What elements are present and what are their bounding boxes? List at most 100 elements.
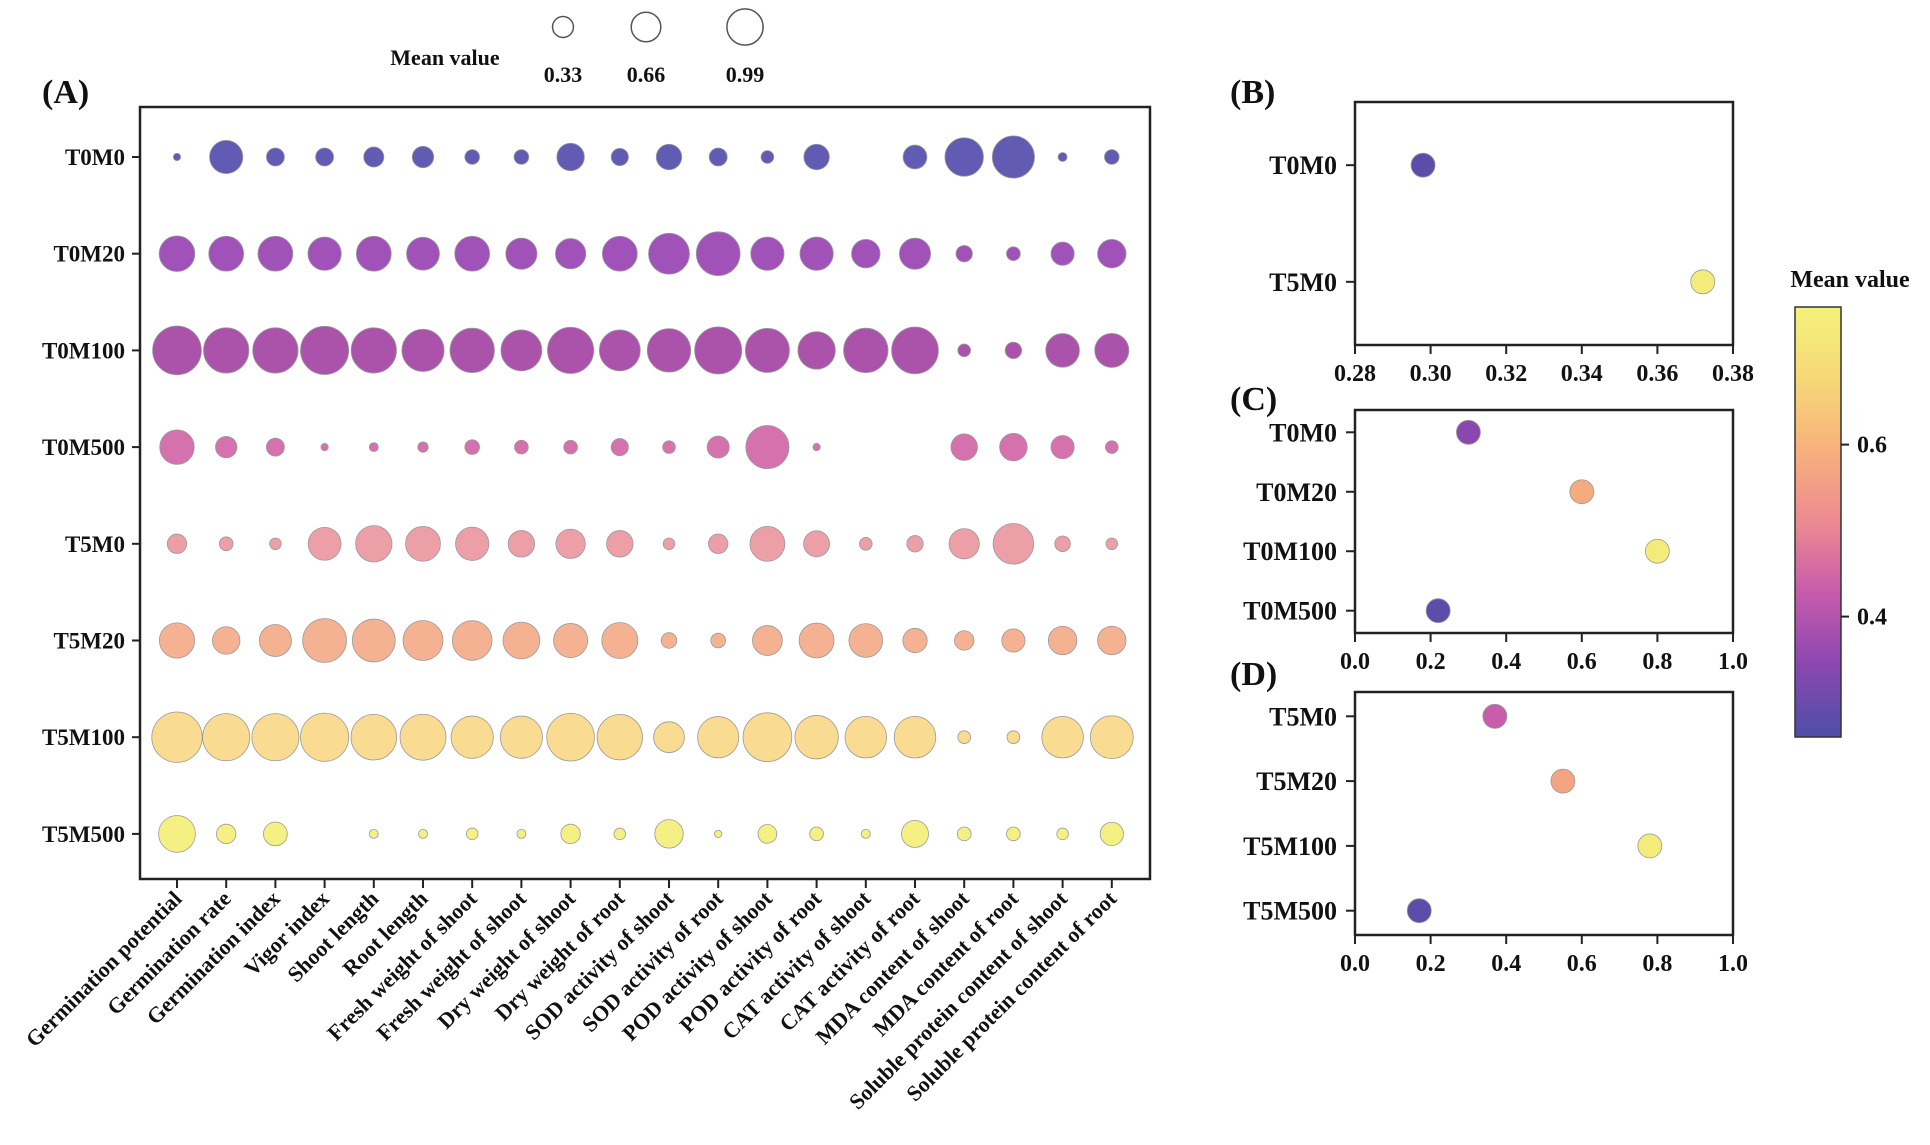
panel-a-bubble [954,630,975,651]
panel-a-bubble [1050,241,1075,266]
scatter-point [1569,479,1595,505]
panel-a-bubble [596,714,643,761]
xtick-label: 0.8 [1642,951,1672,977]
panel-a-bubble [1050,435,1075,460]
xtick-label: 0.30 [1410,361,1452,387]
panel-a-bubble [957,343,971,358]
colorbar-tick-label: 0.4 [1857,605,1887,631]
panel-a-bubble [300,712,350,762]
panel-a-bubble [906,535,924,553]
panel-a-bubble [208,235,245,272]
ytick-label: T0M100 [1243,537,1337,566]
panel-a-bubble [202,713,251,762]
panel-a-bubble [610,438,629,457]
size-legend-title: Mean value [390,45,500,70]
panel-a-bubble [451,620,493,661]
ytick-label: T5M0 [1269,268,1337,297]
xtick-label: 0.2 [1416,649,1446,675]
panel-a-bubble [601,622,639,659]
panel-a-bubble [797,331,836,370]
panel-a-bubble [209,139,244,175]
panel-a-row-label: T0M0 [65,145,125,170]
panel-a-bubble [848,623,884,658]
panel-a-bubble [893,716,937,759]
panel-a-bubble [258,624,292,657]
panel-a-bubble [417,441,429,453]
panel-a-bubble [203,327,250,374]
panel-a-bubble [1105,440,1119,454]
panel-a-bubble [307,236,342,271]
scatter-point [1456,419,1481,445]
panel-a-bubble [218,536,234,552]
panel-a-bubble [695,231,741,277]
panel-a-bubble [950,433,978,461]
panel-a-bubble [706,435,730,459]
ytick-label: T5M500 [1243,897,1337,926]
panel-a-bubble [613,827,627,841]
scatter-point [1645,538,1670,564]
panel-a-bubble [843,327,889,374]
panel-a-bubble [368,828,379,839]
xtick-label: 0.4 [1491,951,1521,977]
ytick-label: T5M100 [1243,832,1337,861]
xtick-label: 0.32 [1485,361,1527,387]
size-legend-circle [726,8,764,46]
xtick-label: 1.0 [1718,951,1748,977]
colorbar-tick-label: 0.6 [1857,433,1887,459]
panel-c-frame [1353,408,1735,635]
panel-a-bubble [1006,826,1021,842]
scatter-point [1425,598,1451,624]
panel-a-bubble [464,149,480,165]
size-legend-label: 0.66 [627,62,666,87]
panel-a-bubble [499,715,543,759]
panel-a-bubble [263,821,288,847]
panel-a-bubble [1006,246,1021,261]
panel-a-bubble [546,712,595,762]
scatter-point [1690,269,1716,295]
panel-a-bubble [158,622,196,659]
panel-a-bubble [151,711,203,763]
panel-a-bubble [401,328,445,372]
xtick-label: 0.4 [1491,649,1521,675]
panel-a-bubble [902,627,928,654]
size-legend-label: 0.33 [544,62,583,87]
xtick-label: 0.38 [1712,361,1754,387]
panel-a-bubble [648,232,690,275]
ytick-label: T5M20 [1256,767,1337,796]
panel-a-bubble [749,525,786,562]
size-legend-label: 0.99 [726,62,765,87]
panel-a-bubble [760,150,775,164]
panel-a-bubble [646,328,692,373]
panel-a-bubble [505,237,538,270]
panel-a-bubble [406,236,440,271]
panel-a-bubble [1105,537,1119,551]
panel-a-bubble [1045,333,1080,368]
panel-a-bubble [757,824,778,844]
panel-a-bubble [1056,827,1069,841]
panel-a-bubble [999,432,1028,462]
scatter-point [1637,833,1663,859]
panel-a-bubble [402,620,444,661]
panel-a-bubble [555,528,586,559]
panel-a-bubble [500,329,543,372]
panel-a-bubble [655,143,683,171]
panel-a-bubble [449,327,495,374]
panel-a-bubble [742,712,793,762]
xtick-label: 0.0 [1340,951,1370,977]
panel-c-label: (C) [1230,381,1277,418]
panel-b-label: (B) [1230,74,1275,111]
panel-a-bubble [714,829,723,838]
panel-a-bubble [257,235,294,272]
scatter-point [1550,768,1576,794]
panel-a-bubble [172,152,182,162]
panel-a-bubble [1089,715,1134,760]
panel-a-bubble [902,144,928,170]
xtick-label: 0.2 [1416,951,1446,977]
panel-a-bubble [662,537,676,551]
panel-a-bubble [1047,625,1078,656]
panel-a-bubble [507,530,536,558]
size-legend-circle [551,15,575,39]
panel-d-frame [1353,690,1735,937]
panel-a-bubble [944,137,984,177]
panel-a-bubble [660,632,678,649]
